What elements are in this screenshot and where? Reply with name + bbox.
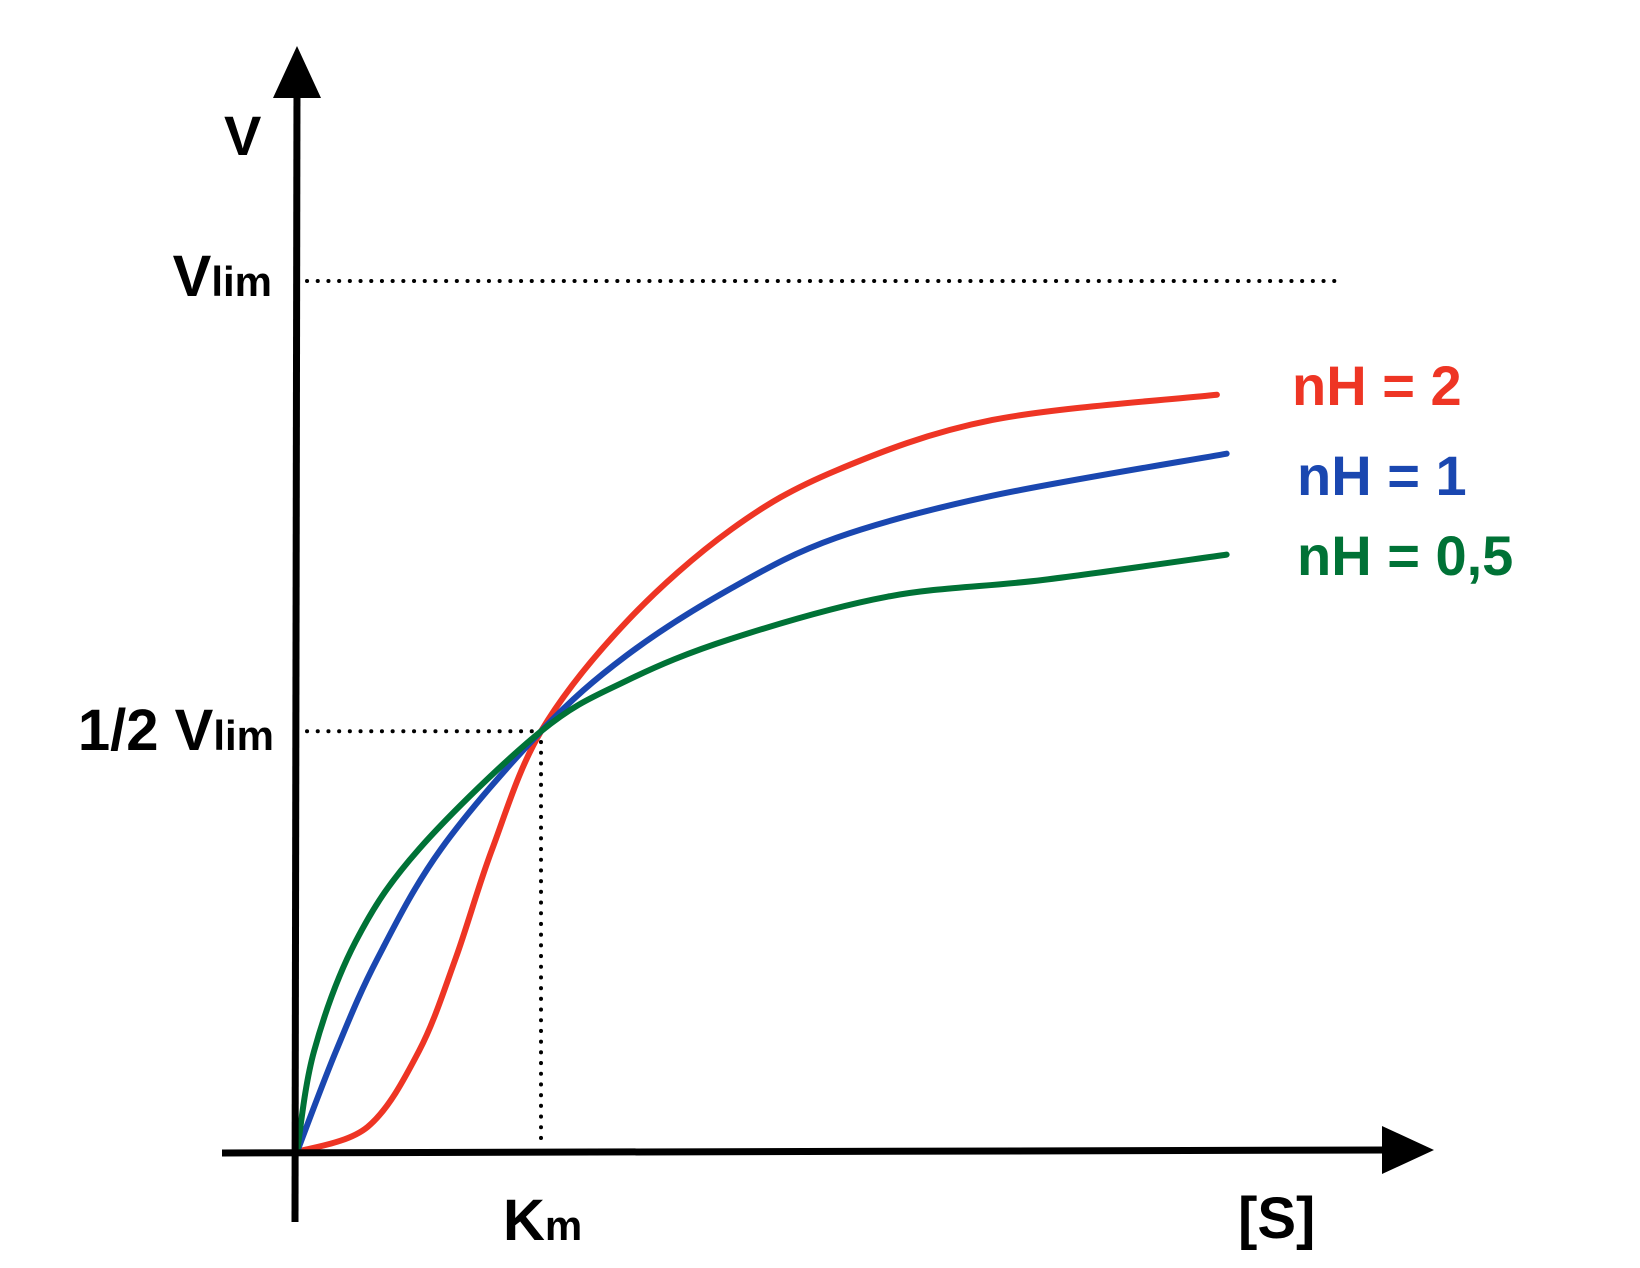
y-tick-vlim-sub: lim	[211, 258, 272, 305]
x-axis-label: [S]	[1238, 1186, 1315, 1251]
y-tick-half-vlim: 1/2 Vlim	[78, 698, 274, 763]
y-tick-vlim-main: V	[173, 244, 212, 309]
curve-nh-0-5	[294, 551, 1230, 1155]
y-tick-half-main: 1/2 V	[78, 698, 214, 763]
legend-nh-0-5: nH = 0,5	[1297, 524, 1513, 587]
y-axis-label: V	[224, 104, 261, 167]
curve-nh-1	[294, 450, 1230, 1155]
y-tick-half-sub: lim	[213, 712, 274, 759]
x-tick-km-main: K	[503, 1188, 545, 1253]
x-tick-km-sub: m	[545, 1202, 582, 1249]
guide-lines	[305, 279, 1342, 1148]
y-axis	[291, 79, 301, 1223]
y-tick-vlim: Vlim	[173, 244, 272, 309]
x-axis-arrow-icon	[1382, 1126, 1434, 1174]
x-axis	[221, 1146, 1391, 1157]
legend-nh-1: nH = 1	[1297, 444, 1467, 507]
curve-nh-2	[294, 391, 1220, 1155]
legend-nh-2: nH = 2	[1292, 354, 1462, 417]
curves	[294, 391, 1230, 1155]
x-tick-km: Km	[503, 1188, 582, 1253]
y-axis-arrow-icon	[273, 46, 321, 98]
